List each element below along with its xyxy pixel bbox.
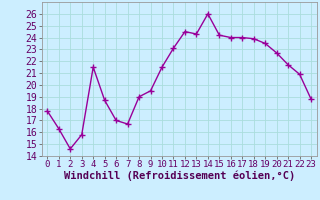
X-axis label: Windchill (Refroidissement éolien,°C): Windchill (Refroidissement éolien,°C) (64, 171, 295, 181)
